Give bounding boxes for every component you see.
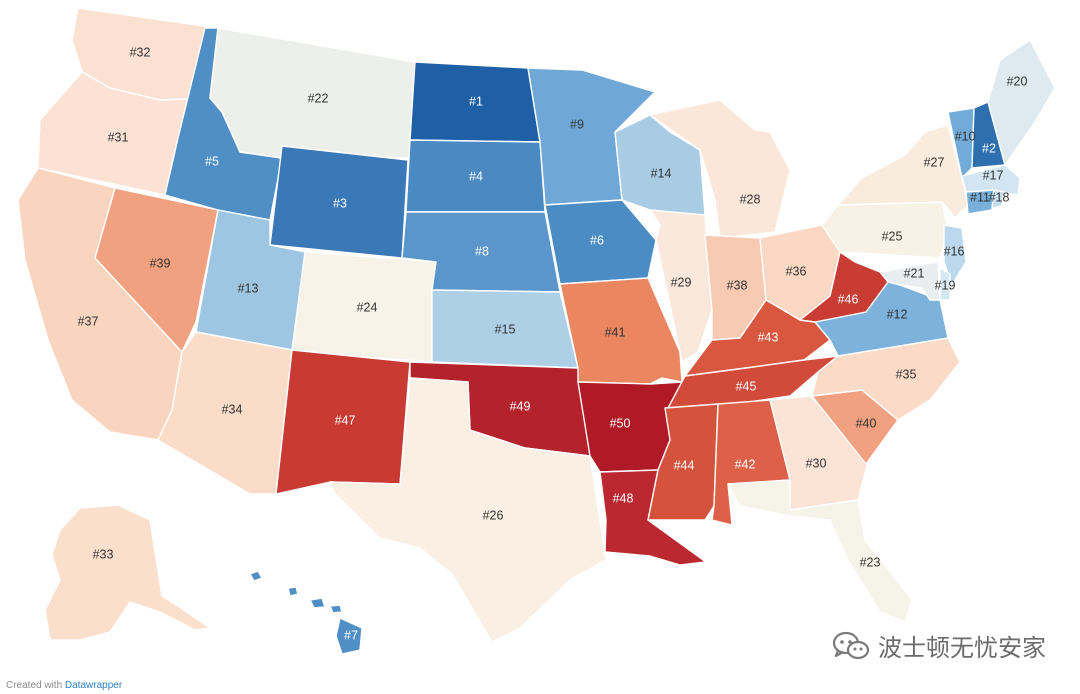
state-label-ny: #27 (924, 155, 945, 169)
state-label-nm: #47 (335, 413, 356, 427)
state-label-co: #24 (357, 300, 378, 314)
state-label-oh: #36 (786, 264, 807, 278)
datawrapper-link[interactable]: Datawrapper (64, 680, 123, 691)
state-label-me: #20 (1007, 74, 1028, 88)
state-md[interactable] (879, 261, 941, 301)
state-label-mt: #22 (308, 91, 329, 105)
state-fl[interactable] (727, 479, 913, 623)
state-label-ne: #8 (475, 244, 489, 258)
state-hi[interactable] (249, 570, 363, 655)
state-ak[interactable] (44, 504, 211, 641)
state-label-al: #42 (735, 457, 756, 471)
state-mo[interactable] (559, 277, 683, 385)
state-nc[interactable] (811, 337, 961, 421)
state-label-ma: #17 (983, 168, 1004, 182)
state-label-pa: #25 (882, 229, 903, 243)
state-ia[interactable] (544, 199, 657, 285)
state-tx[interactable] (329, 377, 607, 643)
state-label-mi: #28 (740, 192, 761, 206)
state-label-il: #29 (671, 275, 692, 289)
watermark-text: 波士顿无忧安家 (878, 634, 1046, 662)
state-label-ri: #18 (989, 190, 1010, 204)
state-label-nd: #1 (469, 94, 483, 108)
state-label-ms: #44 (674, 458, 695, 472)
state-label-la: #48 (613, 491, 634, 505)
state-label-ct: #11 (970, 190, 990, 204)
state-label-ks: #15 (495, 322, 516, 336)
state-label-mo: #41 (605, 325, 626, 339)
state-label-or: #31 (108, 130, 129, 144)
footer-credit: Created with Datawrapper (6, 680, 122, 691)
state-label-wa: #32 (130, 45, 151, 59)
state-label-va: #12 (887, 307, 908, 321)
state-label-hi: #7 (344, 628, 358, 642)
state-label-wi: #14 (651, 166, 672, 180)
state-label-mn: #9 (570, 117, 584, 131)
state-nv[interactable] (94, 187, 219, 353)
wechat-icon (832, 631, 870, 659)
state-label-id: #5 (205, 154, 219, 168)
state-label-ok: #49 (510, 399, 531, 413)
state-mi[interactable] (649, 99, 791, 239)
state-label-az: #34 (222, 402, 243, 416)
state-label-fl: #23 (860, 555, 881, 569)
state-label-sc: #40 (856, 416, 877, 430)
state-label-ut: #13 (238, 281, 259, 295)
footer-prefix: Created with (6, 680, 63, 691)
state-label-tn: #45 (736, 379, 757, 393)
state-label-vt: #10 (955, 129, 976, 143)
state-label-md: #21 (904, 266, 925, 280)
state-ny[interactable] (837, 124, 969, 219)
state-label-wy: #3 (333, 196, 347, 210)
state-label-nv: #39 (150, 256, 171, 270)
state-label-nc: #35 (896, 367, 917, 381)
state-label-ca: #37 (78, 314, 99, 328)
state-label-ia: #6 (590, 233, 604, 247)
state-nj[interactable] (943, 224, 967, 286)
state-label-nh: #2 (982, 141, 996, 155)
state-label-wv: #46 (838, 292, 859, 306)
state-label-in: #38 (727, 278, 748, 292)
state-label-ky: #43 (758, 330, 779, 344)
state-ri[interactable] (991, 189, 1005, 209)
state-label-ar: #50 (610, 416, 631, 430)
state-label-nj: #16 (944, 244, 965, 258)
state-label-ak: #33 (93, 547, 114, 561)
state-label-de: #19 (935, 278, 956, 292)
state-label-sd: #4 (469, 169, 483, 183)
state-shapes (17, 7, 1056, 655)
watermark: 波士顿无忧安家 (832, 628, 1046, 663)
state-ct[interactable] (965, 189, 995, 215)
state-label-tx: #26 (483, 508, 504, 522)
state-rank-labels: #32 #31 #37 #39 #5 #22 #3 #13 #34 #24 #47 #1 #4 #8 #15… (78, 45, 1028, 642)
state-label-ga: #30 (806, 456, 827, 470)
